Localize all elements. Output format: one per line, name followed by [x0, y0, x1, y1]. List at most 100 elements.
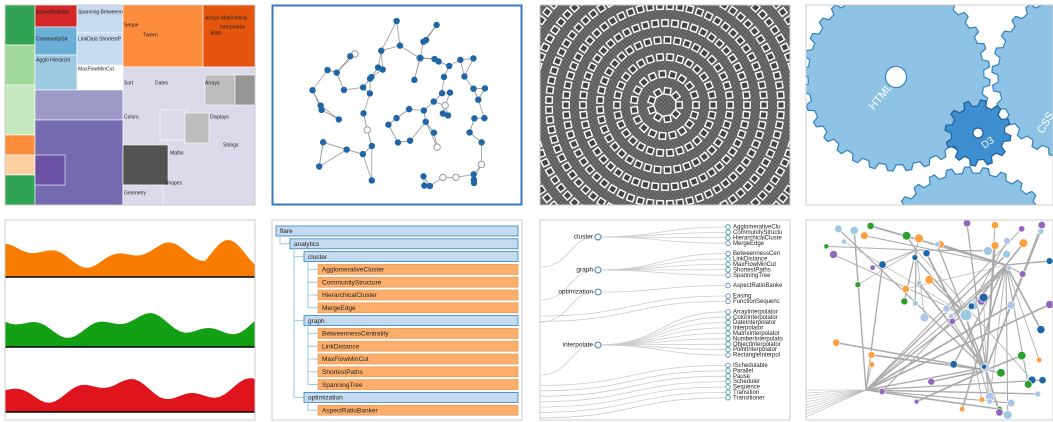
thumbnail[interactable]: AgglomerativeCluCommunityStructuHierarch… [539, 219, 791, 421]
ring-square [694, 7, 705, 18]
ring-square [621, 27, 633, 38]
ring-square [540, 51, 547, 62]
network-link [806, 389, 867, 403]
ring-square [710, 204, 721, 205]
ring-square [720, 21, 732, 33]
tree-node[interactable] [317, 353, 519, 365]
ring-square [698, 47, 710, 59]
ring-square [578, 156, 590, 167]
ring-square [549, 174, 561, 186]
tree-node[interactable] [317, 328, 519, 339]
ring-square [809, 24, 818, 33]
ring-square [627, 63, 639, 75]
network-node [841, 238, 847, 245]
tree-node[interactable] [317, 302, 519, 314]
graph-node [470, 179, 478, 187]
ring-square [681, 161, 692, 172]
thumbnail[interactable] [805, 219, 1053, 421]
dendrogram-leaf [725, 352, 731, 358]
graph-node [333, 69, 340, 76]
tree-node[interactable] [303, 315, 519, 326]
ring-square [779, 218, 788, 227]
graph-node [366, 90, 374, 97]
ring-square [772, 70, 782, 81]
graph-node [446, 89, 454, 96]
dendrogram-leaf-label: NumberInterpolato [733, 336, 783, 342]
tree-node[interactable] [275, 225, 519, 237]
graph-node [378, 47, 385, 54]
ring-square [625, 192, 636, 203]
dendrogram-leaf [725, 267, 731, 273]
network-node [934, 241, 941, 248]
graph-node [366, 75, 374, 82]
treemap-label: Arrays [205, 80, 220, 86]
ring-square [821, 150, 829, 158]
thumbnail-content [5, 240, 255, 413]
ring-square [698, 71, 710, 83]
network-node [978, 396, 986, 403]
ring-square [587, 190, 599, 202]
tree-node[interactable] [289, 238, 519, 250]
ring-square [718, 70, 729, 82]
tree-node[interactable] [303, 251, 519, 263]
ring-square [722, 119, 732, 130]
ring-square [495, 116, 502, 123]
ring-square [795, 168, 804, 177]
ring-square [712, 136, 724, 148]
tree-node[interactable] [303, 391, 519, 403]
gear [806, 5, 991, 172]
ring-square [555, 182, 567, 194]
thumbnail[interactable]: AspectRatioBa Spanning Betweenn CommunityS… [4, 4, 256, 206]
tree-node[interactable] [317, 366, 519, 378]
tree-node[interactable] [317, 379, 519, 391]
thumbnail[interactable] [495, 0, 835, 275]
ring-square [500, 57, 508, 65]
treemap-cell [76, 32, 124, 66]
graph-node [396, 42, 404, 49]
tree-node[interactable] [317, 276, 519, 288]
ring-square [635, 58, 647, 69]
dendrogram-leaf-label: Easing [733, 294, 751, 300]
thumbnail[interactable] [271, 4, 523, 206]
ring-square [757, 120, 767, 130]
ring-square [591, 27, 603, 39]
ring-square [662, 114, 672, 124]
network-node [1003, 410, 1013, 420]
ring-square [566, 169, 578, 181]
ring-square [512, 112, 519, 119]
tree-link [293, 243, 304, 322]
tree-node[interactable] [317, 340, 519, 352]
ring-square [720, 177, 732, 189]
ring-square [529, 112, 536, 119]
treemap-label: CommunityStr [36, 36, 68, 42]
ring-square [684, 215, 692, 223]
network-link [905, 264, 1007, 290]
network-node [990, 241, 1000, 250]
ring-square [553, 228, 562, 237]
ring-square [620, 127, 632, 139]
network-node [1018, 238, 1029, 248]
ring-square [754, 70, 765, 81]
network-node [1037, 227, 1045, 235]
tree-node[interactable] [317, 404, 519, 416]
thumbnail[interactable] [4, 219, 256, 421]
ring-square [787, 139, 790, 150]
network-node [948, 313, 955, 320]
network-node [868, 361, 875, 368]
ring-square [756, 9, 769, 21]
ring-square [613, 101, 621, 109]
tree-node[interactable] [317, 289, 519, 301]
tree-node[interactable] [317, 264, 519, 275]
ring-square [777, 101, 785, 109]
graph-node [393, 17, 400, 25]
dendrogram-label: interpolate [563, 342, 594, 349]
ring-square [579, 101, 587, 109]
dendrogram-leaf-label: RectangleInterpol [733, 353, 780, 359]
ring-square [552, 56, 563, 67]
ring-square [664, 218, 671, 225]
ring-square [638, 122, 650, 134]
network-node [1002, 249, 1011, 259]
graph-node [335, 116, 342, 123]
